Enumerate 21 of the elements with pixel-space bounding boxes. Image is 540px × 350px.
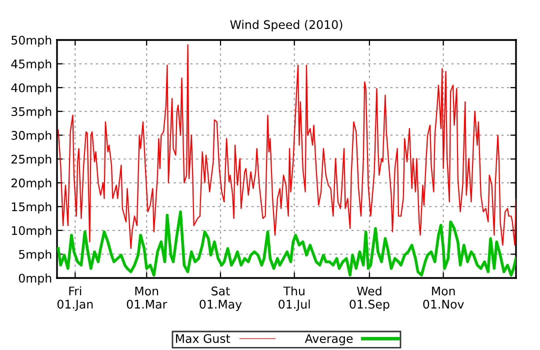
- chart-title: Wind Speed (2010): [230, 20, 342, 32]
- y-tick-label: 35mph: [12, 106, 52, 118]
- x-tick-label: Thu 01.Jul: [278, 286, 310, 311]
- x-tick-label: Mon 01.Nov: [423, 286, 464, 309]
- x-tick-label: Mon 01.Mar: [126, 286, 168, 309]
- y-tick-label: 45mph: [11, 59, 52, 71]
- y-tick-label: 25mph: [12, 154, 52, 166]
- y-tick-label: 10mph: [12, 226, 52, 238]
- y-tick-label: 40mph: [11, 83, 52, 95]
- x-tick-label: Sat 01.May: [200, 286, 242, 311]
- y-tick-label: 50mph: [12, 36, 52, 47]
- legend-label: Average: [304, 334, 353, 346]
- y-tick-label: 30mph: [12, 130, 52, 142]
- legend-label: Max Gust: [176, 334, 230, 343]
- y-tick-label: 15mph: [12, 202, 52, 214]
- y-tick-label: 20mph: [12, 178, 52, 190]
- x-tick-label: Fri 01.Jan: [57, 286, 93, 311]
- x-tick-label: Wed 01.Sep: [350, 286, 390, 311]
- line-series: [58, 44, 516, 250]
- y-tick-label: 0mph: [18, 274, 52, 285]
- y-tick-label: 5mph: [19, 250, 52, 262]
